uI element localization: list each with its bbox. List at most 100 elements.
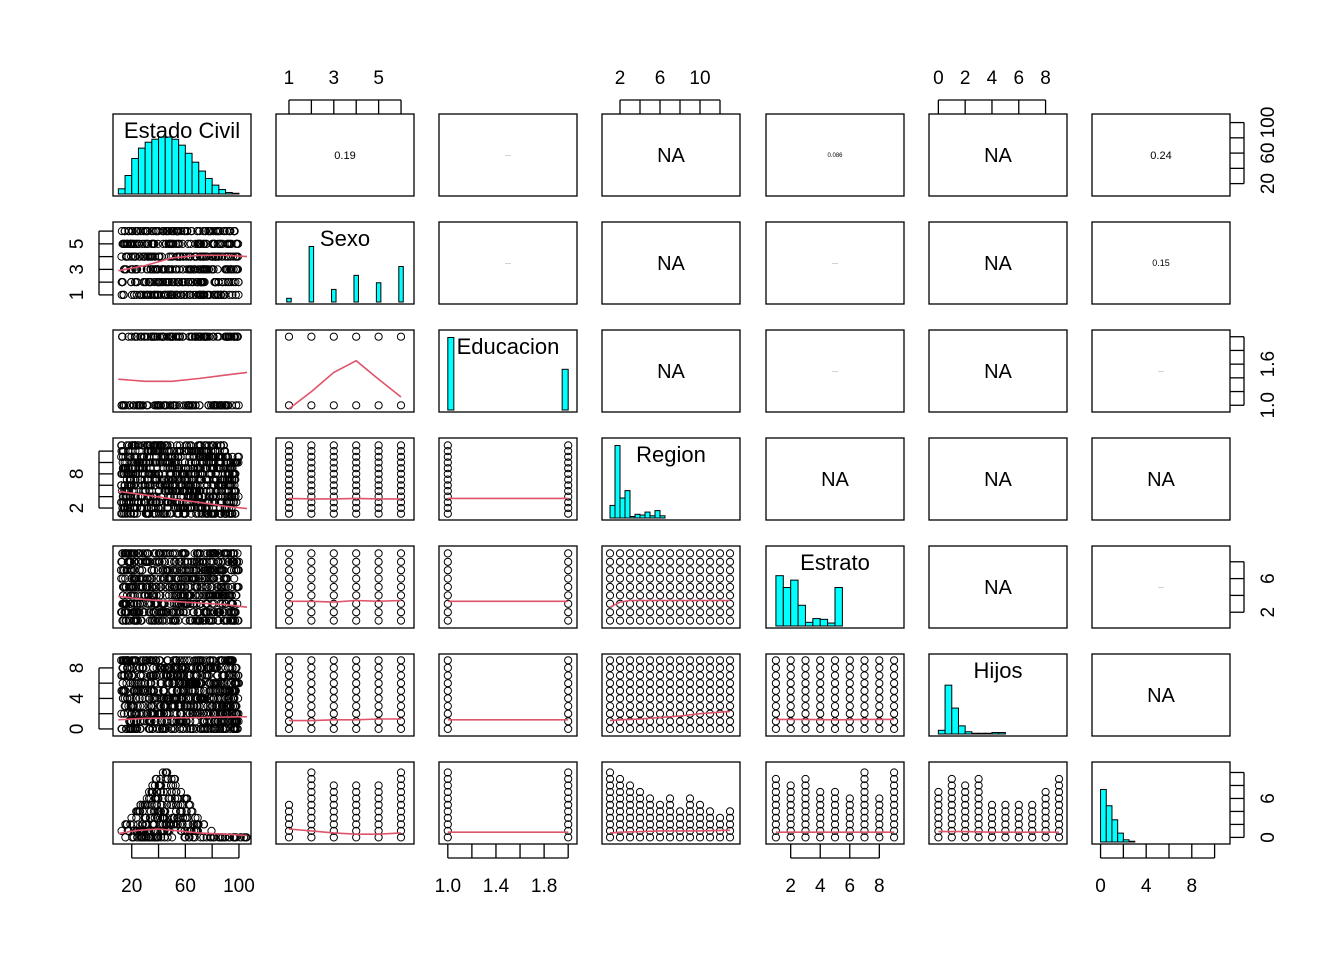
data-point bbox=[615, 656, 625, 665]
data-point bbox=[771, 663, 781, 673]
data-point bbox=[605, 679, 615, 688]
data-point bbox=[860, 709, 869, 718]
data-point bbox=[186, 290, 195, 299]
data-point bbox=[705, 702, 715, 711]
data-point bbox=[307, 694, 316, 703]
data-point bbox=[443, 566, 452, 575]
smooth-line bbox=[289, 599, 402, 603]
data-point bbox=[374, 781, 383, 790]
data-point bbox=[329, 475, 338, 484]
data-point bbox=[443, 475, 452, 484]
data-point bbox=[396, 794, 406, 803]
data-point bbox=[705, 813, 715, 823]
data-point bbox=[845, 794, 854, 803]
data-point bbox=[665, 679, 675, 688]
data-point bbox=[635, 616, 645, 625]
data-point bbox=[307, 469, 316, 478]
data-point bbox=[124, 332, 133, 341]
data-point bbox=[187, 227, 196, 236]
data-point bbox=[171, 452, 180, 461]
data-point bbox=[625, 702, 635, 711]
data-point bbox=[195, 608, 204, 617]
data-point bbox=[860, 820, 869, 829]
outer-axes: 1 3 5 2 6 10 0 2 4 6 820 60 100 1.0 1.4 1.8 2 4 6 8 0 4 813528… bbox=[67, 68, 1279, 897]
data-point bbox=[947, 787, 956, 797]
data-point bbox=[396, 800, 406, 810]
data-point bbox=[133, 441, 142, 450]
data-point bbox=[564, 608, 573, 617]
data-point bbox=[625, 833, 635, 842]
data-point bbox=[655, 800, 665, 810]
data-point bbox=[564, 582, 573, 592]
data-point bbox=[1054, 813, 1064, 823]
panel-frame-r6-c6 bbox=[1091, 761, 1231, 845]
data-point bbox=[974, 794, 983, 803]
data-point bbox=[615, 833, 625, 842]
variable-label: Estrato bbox=[800, 550, 870, 575]
data-point bbox=[227, 265, 236, 274]
data-point bbox=[205, 332, 214, 341]
data-point bbox=[135, 566, 144, 575]
data-point bbox=[705, 656, 715, 665]
data-point bbox=[635, 679, 645, 688]
data-point bbox=[284, 492, 294, 501]
hist-bar bbox=[398, 265, 404, 303]
data-point bbox=[138, 800, 147, 810]
data-point bbox=[665, 833, 675, 842]
data-point bbox=[122, 566, 131, 575]
data-point bbox=[205, 549, 214, 558]
data-point bbox=[374, 492, 383, 501]
data-point bbox=[564, 671, 573, 680]
tick-label: 3 bbox=[329, 68, 340, 89]
data-point bbox=[147, 332, 156, 341]
data-point bbox=[197, 239, 206, 248]
data-point bbox=[655, 820, 665, 829]
correlation-value: 0.086 bbox=[827, 153, 843, 159]
data-point bbox=[352, 566, 361, 575]
data-point bbox=[947, 774, 956, 784]
data-point bbox=[329, 599, 338, 608]
data-point bbox=[635, 787, 645, 797]
scatter-r5-c2 bbox=[443, 656, 573, 734]
data-point bbox=[934, 820, 943, 829]
data-point bbox=[564, 549, 573, 558]
data-point bbox=[816, 800, 825, 810]
data-point bbox=[177, 290, 186, 299]
data-point bbox=[231, 591, 240, 600]
data-point bbox=[786, 724, 795, 734]
data-point bbox=[374, 401, 383, 410]
data-point bbox=[771, 826, 781, 836]
data-point bbox=[352, 709, 361, 718]
data-point bbox=[625, 794, 635, 803]
hist-bar bbox=[1100, 788, 1107, 843]
data-point bbox=[443, 671, 452, 680]
data-point bbox=[196, 679, 205, 688]
data-point bbox=[396, 686, 406, 695]
data-point bbox=[1028, 820, 1037, 829]
data-point bbox=[830, 663, 840, 673]
smooth-line bbox=[609, 710, 731, 722]
data-point bbox=[117, 278, 127, 287]
data-point bbox=[130, 557, 139, 566]
data-point bbox=[155, 616, 164, 625]
data-point bbox=[164, 290, 173, 299]
data-point bbox=[142, 278, 151, 287]
data-point bbox=[725, 591, 735, 600]
data-point bbox=[1054, 820, 1064, 829]
data-point bbox=[715, 566, 725, 575]
data-point bbox=[665, 717, 675, 726]
data-point bbox=[443, 787, 452, 797]
data-point bbox=[374, 599, 383, 608]
data-point bbox=[830, 702, 840, 711]
data-point bbox=[396, 582, 406, 592]
data-point bbox=[146, 608, 155, 617]
data-point bbox=[126, 694, 135, 703]
hist-bar bbox=[1105, 805, 1113, 843]
data-point bbox=[695, 800, 705, 810]
data-point bbox=[816, 826, 825, 836]
data-point bbox=[184, 239, 193, 248]
data-point bbox=[217, 401, 226, 410]
data-point bbox=[222, 679, 231, 688]
data-point bbox=[136, 656, 146, 665]
data-point bbox=[695, 679, 705, 688]
